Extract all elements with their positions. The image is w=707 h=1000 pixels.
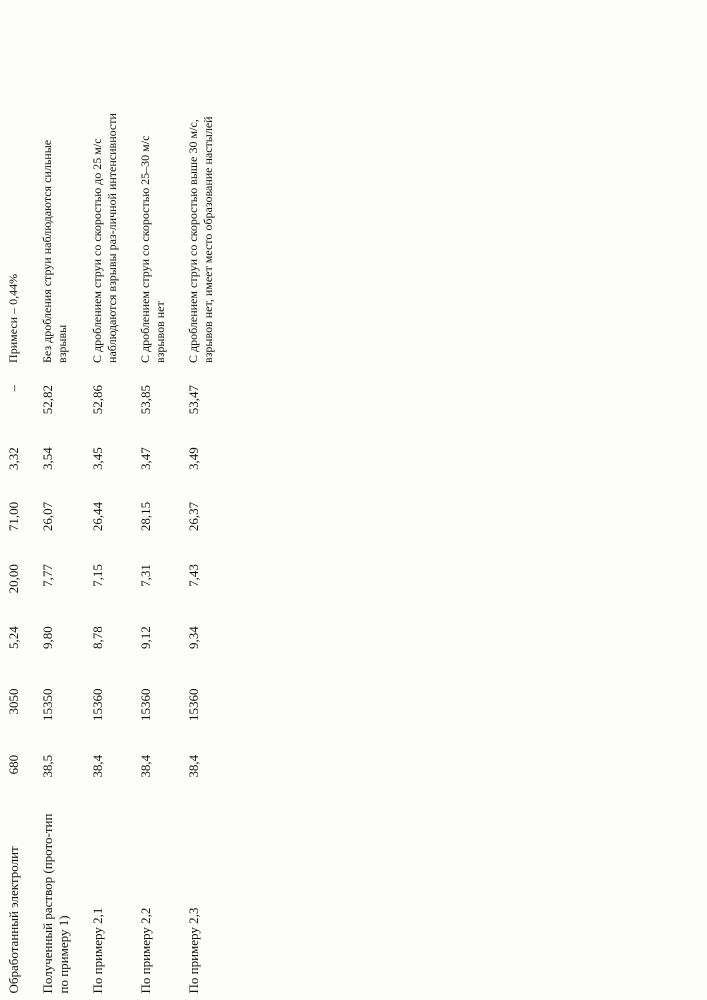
- cell-h2o: 52,82: [26, 371, 76, 433]
- cell-mgcl2: 5,24: [0, 612, 26, 674]
- cell-product: По примеру 2,2: [124, 795, 172, 1000]
- cell-cacl2: 3,32: [0, 433, 26, 488]
- cell-mgcl2: 9,34: [172, 612, 220, 674]
- cell-kcl: 26,37: [172, 488, 220, 550]
- cell-mgcl2: 9,80: [26, 612, 76, 674]
- table-body: Маточный раствор 20 12500 10,75 4,66 14,…: [0, 101, 220, 1000]
- cell-nacl: 7,15: [76, 550, 124, 612]
- cell-kcl: 28,15: [124, 488, 172, 550]
- data-table: Продукт Т° С Количество, кг Концентрация…: [0, 100, 220, 1000]
- cell-nacl: 7,31: [124, 550, 172, 612]
- cell-qty: 15360: [124, 675, 172, 741]
- cell-kcl: 26,44: [76, 488, 124, 550]
- cell-t: 38,4: [124, 741, 172, 795]
- cell-cacl2: 3,49: [172, 433, 220, 488]
- table-row: Обработанный электролит 680 3050 5,24 20…: [0, 101, 26, 1000]
- table-row: По примеру 2,2 38,4 15360 9,12 7,31 28,1…: [124, 101, 172, 1000]
- cell-h2o: 53,85: [124, 371, 172, 433]
- cell-qty: 15350: [26, 675, 76, 741]
- cell-qty: 3050: [0, 675, 26, 741]
- cell-kcl: 71,00: [0, 488, 26, 550]
- table-row: По примеру 2,1 38,4 15360 8,78 7,15 26,4…: [76, 101, 124, 1000]
- cell-note: С дроблением струи со скоростью до 25 м/…: [76, 101, 124, 371]
- table-row: Полученный раствор (прото-тип по примеру…: [26, 101, 76, 1000]
- cell-note: С дроблением струи со скоростью 25–30 м/…: [124, 101, 172, 371]
- cell-mgcl2: 8,78: [76, 612, 124, 674]
- cell-product: Обработанный электролит: [0, 795, 26, 1000]
- cell-h2o: 53,47: [172, 371, 220, 433]
- cell-cacl2: 3,54: [26, 433, 76, 488]
- cell-nacl: 7,43: [172, 550, 220, 612]
- cell-note: Без дробления струи наблюдаются сильные …: [26, 101, 76, 371]
- cell-cacl2: 3,47: [124, 433, 172, 488]
- table-row: По примеру 2,3 38,4 15360 9,34 7,43 26,3…: [172, 101, 220, 1000]
- cell-product: По примеру 2,3: [172, 795, 220, 1000]
- cell-note: Примеси – 0,44%: [0, 101, 26, 371]
- cell-nacl: 20,00: [0, 550, 26, 612]
- cell-cacl2: 3,45: [76, 433, 124, 488]
- cell-kcl: 26,07: [26, 488, 76, 550]
- cell-note: С дроблением струи со скоростью выше 30 …: [172, 101, 220, 371]
- cell-qty: 15360: [76, 675, 124, 741]
- cell-h2o: –: [0, 371, 26, 433]
- cell-t: 38,4: [172, 741, 220, 795]
- cell-product: По примеру 2,1: [76, 795, 124, 1000]
- cell-nacl: 7,77: [26, 550, 76, 612]
- cell-h2o: 52,86: [76, 371, 124, 433]
- cell-mgcl2: 9,12: [124, 612, 172, 674]
- cell-qty: 15360: [172, 675, 220, 741]
- cell-t: 680: [0, 741, 26, 795]
- cell-product: Полученный раствор (прото-тип по примеру…: [26, 795, 76, 1000]
- cell-t: 38,5: [26, 741, 76, 795]
- cell-t: 38,4: [76, 741, 124, 795]
